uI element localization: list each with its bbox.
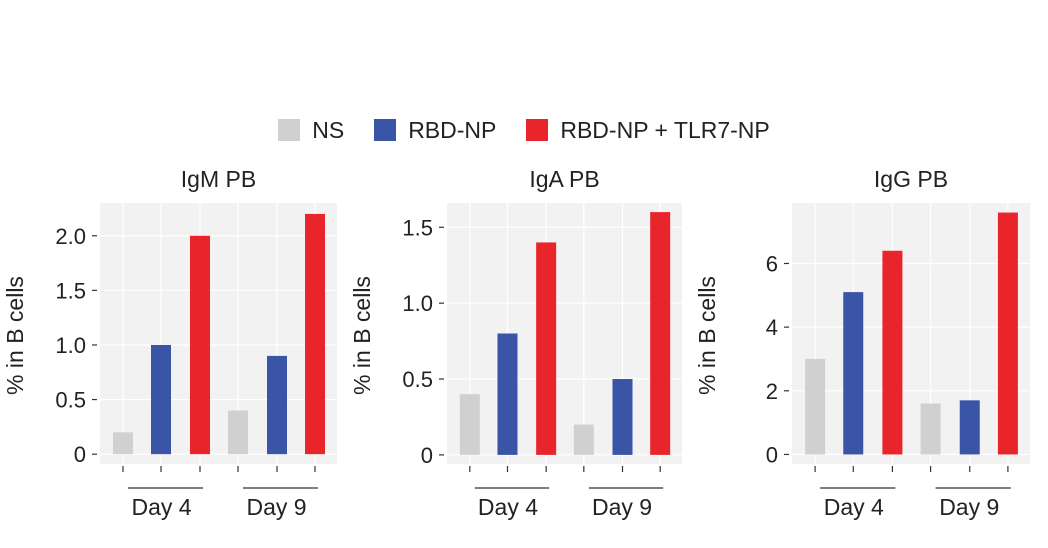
- bar: [573, 424, 594, 455]
- x-group-label: Day 9: [592, 494, 652, 520]
- bar: [997, 212, 1018, 455]
- y-axis-label: % in B cells: [349, 276, 375, 395]
- y-tick-label: 6: [766, 251, 778, 276]
- x-group-label: Day 4: [824, 494, 884, 520]
- y-tick-label: 1.0: [55, 333, 86, 358]
- bar: [497, 333, 518, 455]
- y-axis-label: % in B cells: [694, 276, 720, 395]
- legend: NS RBD-NP RBD-NP + TLR7-NP: [0, 112, 1048, 148]
- y-tick-label: 0: [766, 442, 778, 467]
- y-tick-label: 0: [421, 443, 433, 468]
- bar: [650, 212, 671, 455]
- bar: [959, 400, 980, 455]
- y-axis-label: % in B cells: [2, 276, 28, 395]
- legend-swatch: [374, 119, 397, 141]
- bar: [228, 410, 248, 455]
- y-tick-label: 0.5: [402, 367, 433, 392]
- y-tick-label: 2: [766, 379, 778, 404]
- bar: [843, 292, 864, 455]
- bar: [536, 242, 557, 455]
- x-group-label: Day 9: [939, 494, 999, 520]
- bar: [612, 379, 633, 455]
- plot-background: [447, 203, 682, 464]
- y-tick-label: 0: [74, 442, 86, 467]
- bar: [267, 355, 287, 455]
- bar: [151, 344, 171, 455]
- y-tick-label: 0.5: [55, 388, 86, 413]
- legend-label: NS: [312, 116, 345, 143]
- y-tick-label: 4: [766, 315, 778, 340]
- bar: [305, 213, 325, 455]
- chart-title: IgA PB: [529, 166, 599, 192]
- x-group-label: Day 4: [478, 494, 538, 520]
- x-group-label: Day 4: [131, 494, 191, 520]
- chart-title: IgG PB: [874, 166, 948, 192]
- legend-label: RBD-NP + TLR7-NP: [560, 116, 770, 143]
- legend-swatch: [278, 119, 301, 141]
- y-tick-label: 2.0: [55, 224, 86, 249]
- bar: [113, 432, 133, 455]
- plot-background: [100, 203, 337, 464]
- chart-title: IgM PB: [181, 166, 256, 192]
- y-tick-label: 1.0: [402, 291, 433, 316]
- y-tick-label: 1.5: [55, 278, 86, 303]
- plot-background: [792, 203, 1030, 464]
- x-group-label: Day 9: [246, 494, 306, 520]
- bar: [882, 250, 903, 455]
- bar: [920, 403, 941, 455]
- bar: [459, 394, 480, 455]
- y-tick-label: 1.5: [402, 215, 433, 240]
- legend-item-rbd-np: RBD-NP: [374, 117, 496, 144]
- legend-label: RBD-NP: [408, 116, 497, 143]
- legend-swatch: [526, 119, 549, 141]
- legend-item-rbd-np-tlr7-np: RBD-NP + TLR7-NP: [526, 116, 770, 144]
- bar: [805, 358, 826, 455]
- legend-item-ns: NS: [278, 117, 344, 144]
- bar: [190, 235, 210, 455]
